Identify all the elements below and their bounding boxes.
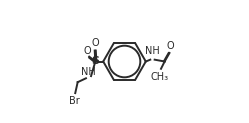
Text: CH₃: CH₃ — [150, 72, 168, 82]
Text: Br: Br — [69, 96, 80, 106]
Text: O: O — [167, 41, 175, 51]
Text: NH: NH — [81, 67, 96, 77]
Text: NH: NH — [145, 46, 160, 56]
Text: S: S — [91, 56, 99, 67]
Text: O: O — [84, 46, 91, 56]
Text: O: O — [91, 38, 99, 48]
